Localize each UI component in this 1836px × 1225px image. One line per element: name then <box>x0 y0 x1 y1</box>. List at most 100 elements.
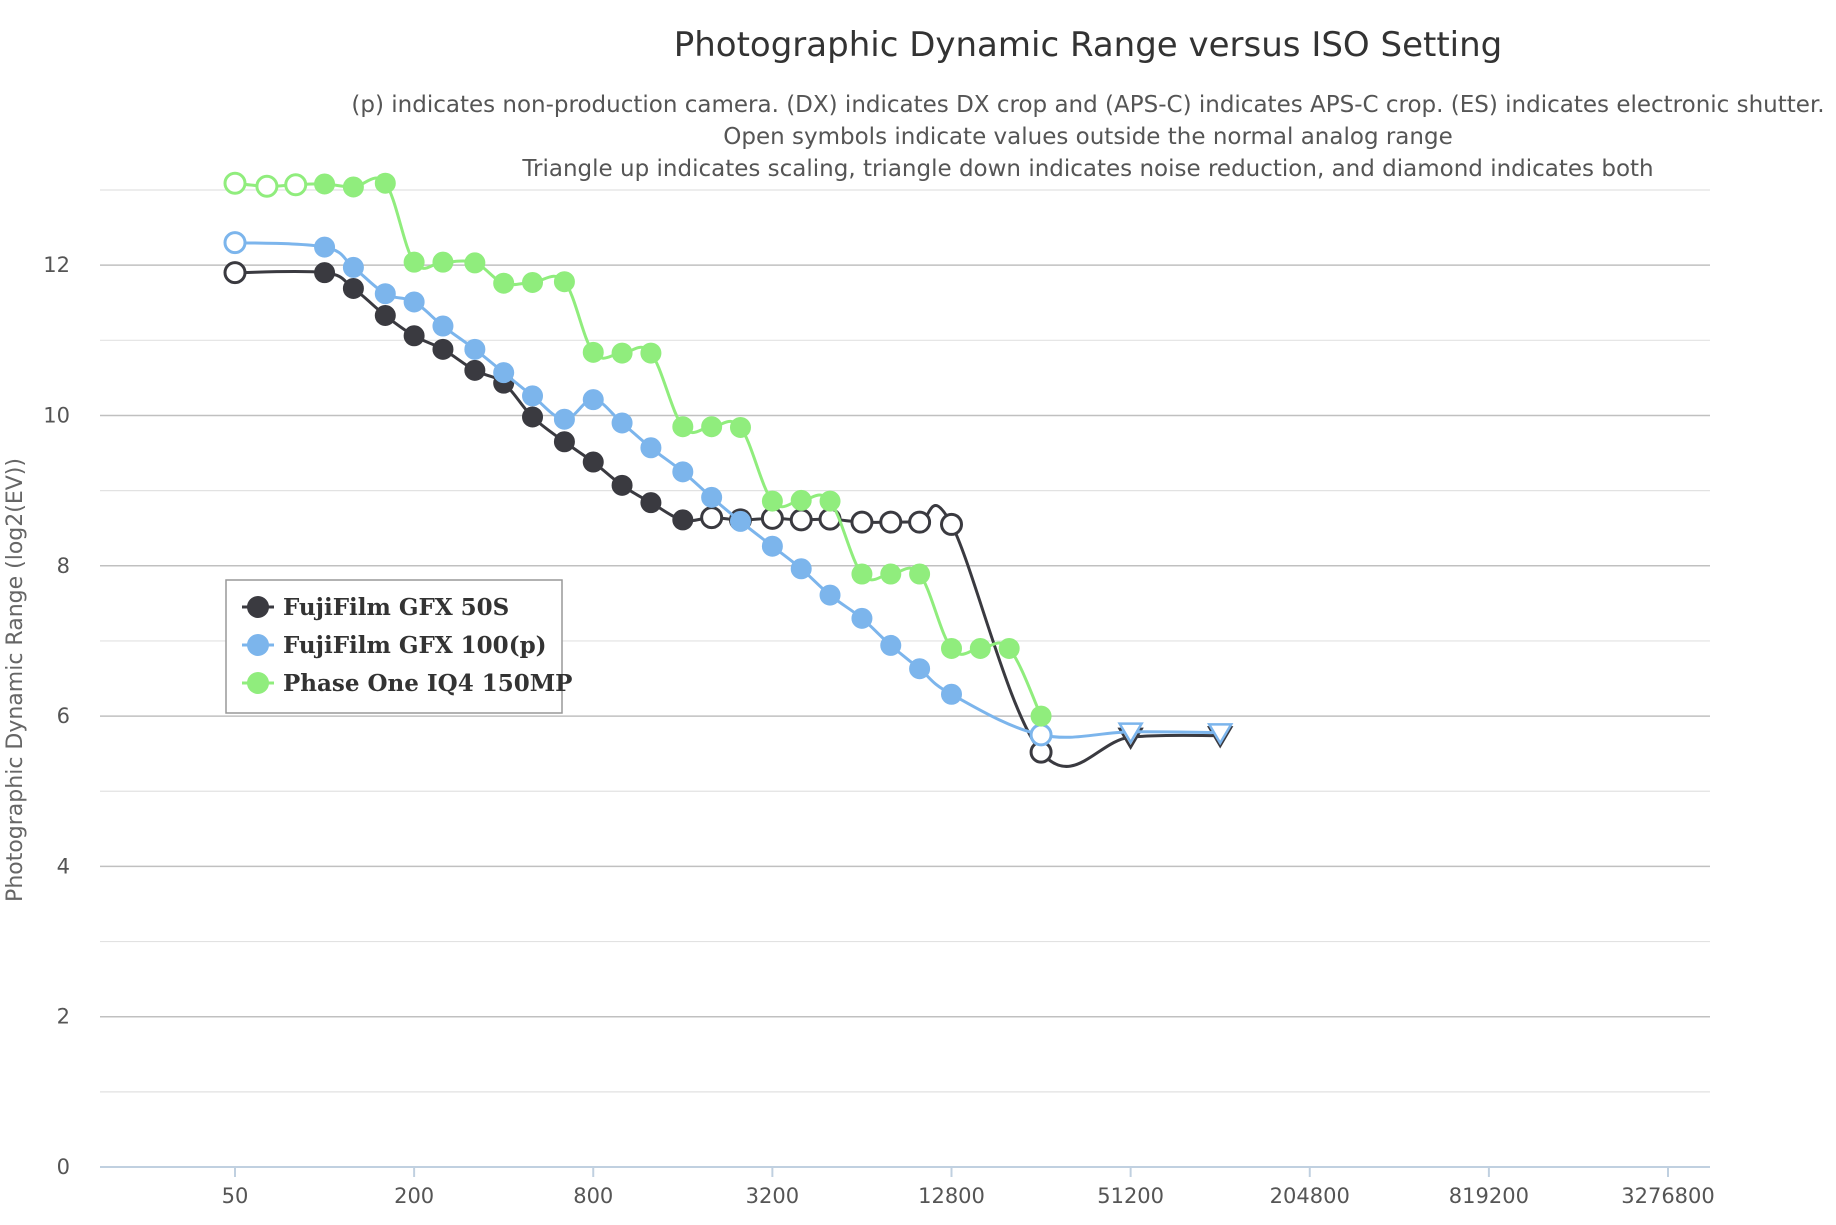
legend-label-iq4: Phase One IQ4 150MP <box>283 670 572 697</box>
data-point[interactable] <box>908 510 932 534</box>
data-point[interactable] <box>729 510 751 532</box>
data-point[interactable] <box>464 252 486 274</box>
data-point[interactable] <box>729 416 751 438</box>
data-point[interactable] <box>909 658 931 680</box>
y-tick-label: 6 <box>57 704 70 728</box>
legend-item-gfx100p[interactable]: FujiFilm GFX 100(p) <box>242 632 547 659</box>
x-tick-label: 50 <box>222 1184 249 1208</box>
data-point[interactable] <box>611 412 633 434</box>
data-point[interactable] <box>700 506 724 530</box>
data-point[interactable] <box>790 489 812 511</box>
data-point[interactable] <box>640 437 662 459</box>
chart-subtitle-line-3: Triangle up indicates scaling, triangle … <box>521 156 1653 182</box>
data-point[interactable] <box>342 277 364 299</box>
data-point[interactable] <box>701 486 723 508</box>
data-point[interactable] <box>850 510 874 534</box>
legend-item-iq4[interactable]: Phase One IQ4 150MP <box>242 670 572 697</box>
x-tick-label: 12800 <box>918 1184 985 1208</box>
chart-subtitle-line-1: (p) indicates non-production camera. (DX… <box>351 92 1824 118</box>
data-point[interactable] <box>582 389 604 411</box>
data-point[interactable] <box>522 385 544 407</box>
data-point[interactable] <box>611 342 633 364</box>
data-point[interactable] <box>522 271 544 293</box>
data-point[interactable] <box>403 325 425 347</box>
data-point[interactable] <box>374 283 396 305</box>
data-point[interactable] <box>522 406 544 428</box>
data-point[interactable] <box>851 607 873 629</box>
data-point[interactable] <box>255 174 279 198</box>
data-point[interactable] <box>941 683 962 705</box>
data-point[interactable] <box>851 563 873 585</box>
x-tick-label: 200 <box>394 1184 434 1208</box>
legend-label-gfx100p: FujiFilm GFX 100(p) <box>283 632 547 659</box>
data-point[interactable] <box>342 176 364 198</box>
x-tick-label: 819200 <box>1449 1184 1529 1208</box>
data-point[interactable] <box>493 362 515 384</box>
data-point[interactable] <box>640 492 662 514</box>
data-point[interactable] <box>672 509 694 531</box>
chart-subtitle-line-2: Open symbols indicate values outside the… <box>723 124 1452 150</box>
data-point[interactable] <box>223 261 247 285</box>
data-point[interactable] <box>374 305 396 327</box>
data-point[interactable] <box>432 251 454 273</box>
data-point[interactable] <box>342 256 364 278</box>
data-point[interactable] <box>761 490 783 512</box>
data-point[interactable] <box>819 490 841 512</box>
x-tick-label: 3200 <box>746 1184 799 1208</box>
data-point[interactable] <box>969 637 991 659</box>
legend-item-gfx50s[interactable]: FujiFilm GFX 50S <box>242 594 509 621</box>
data-point[interactable] <box>314 262 336 284</box>
data-point[interactable] <box>701 416 723 438</box>
data-point[interactable] <box>1029 723 1053 747</box>
legend-marker-gfx50s <box>247 596 269 618</box>
data-point[interactable] <box>432 315 454 337</box>
x-tick-label: 204800 <box>1270 1184 1350 1208</box>
data-point[interactable] <box>998 637 1020 659</box>
data-point[interactable] <box>672 416 694 438</box>
data-point[interactable] <box>940 512 963 536</box>
data-point[interactable] <box>789 508 813 532</box>
data-point[interactable] <box>432 338 454 360</box>
data-point[interactable] <box>553 271 575 293</box>
data-point[interactable] <box>403 251 425 273</box>
series-fujifilm-gfx-100-p <box>223 231 1234 747</box>
data-point[interactable] <box>553 431 575 453</box>
data-point[interactable] <box>374 172 396 194</box>
data-point[interactable] <box>464 359 486 381</box>
data-point[interactable] <box>553 408 575 430</box>
data-point[interactable] <box>1207 723 1234 746</box>
data-point[interactable] <box>790 558 812 580</box>
data-point[interactable] <box>1030 705 1052 727</box>
data-point[interactable] <box>819 584 841 606</box>
data-point[interactable] <box>761 535 783 557</box>
data-point[interactable] <box>672 461 694 483</box>
legend-marker-iq4 <box>247 672 269 694</box>
data-point[interactable] <box>223 231 247 255</box>
data-point[interactable] <box>941 637 962 659</box>
y-axis-title: Photographic Dynamic Range (log2(EV)) <box>3 458 28 902</box>
data-point[interactable] <box>880 634 902 656</box>
y-tick-label: 0 <box>57 1155 70 1179</box>
x-axis-ticks: 50 200 800 3200 12800 51200 204800 819200 327680… <box>222 1167 1715 1208</box>
y-tick-label: 4 <box>57 854 70 878</box>
data-point[interactable] <box>284 173 308 197</box>
x-tick-label: 51200 <box>1097 1184 1164 1208</box>
data-point[interactable] <box>909 563 931 585</box>
legend-box <box>225 579 563 714</box>
data-point[interactable] <box>611 474 633 496</box>
legend[interactable]: FujiFilm GFX 50S FujiFilm GFX 100(p) Pha… <box>225 579 572 714</box>
data-point[interactable] <box>493 272 515 294</box>
data-point[interactable] <box>1117 722 1144 745</box>
data-point[interactable] <box>223 171 247 195</box>
data-point[interactable] <box>640 342 662 364</box>
data-point[interactable] <box>464 338 486 360</box>
data-point[interactable] <box>314 173 336 195</box>
data-point[interactable] <box>314 236 336 258</box>
data-point[interactable] <box>403 291 425 313</box>
data-point[interactable] <box>879 510 903 534</box>
series-group <box>223 171 1234 768</box>
data-point[interactable] <box>582 341 604 363</box>
data-point[interactable] <box>582 451 604 473</box>
data-point[interactable] <box>880 563 902 585</box>
